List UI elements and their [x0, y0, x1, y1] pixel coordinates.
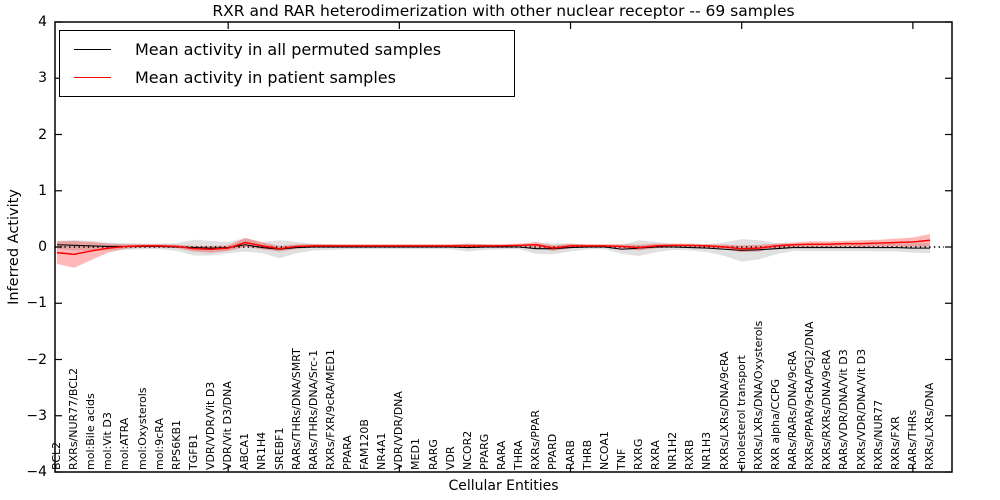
y-tick-label: 3: [38, 70, 47, 87]
x-tick-label: RXRs/RXRs/DNA/9cRA: [820, 349, 834, 470]
x-tick-label: RXRs/FXR: [888, 416, 902, 470]
x-tick-label: RXRs/FXR/9cRA/MED1: [323, 349, 337, 470]
x-tick-label: RXRs/NUR77: [871, 399, 885, 470]
x-tick-label: cholesterol transport: [734, 355, 748, 470]
legend: Mean activity in all permuted samples Me…: [59, 30, 515, 97]
legend-entry-patient: Mean activity in patient samples: [60, 68, 514, 87]
chart-title: RXR and RAR heterodimerization with othe…: [212, 2, 795, 20]
x-tick-label: mol:Bile acids: [84, 393, 98, 470]
x-tick-label: VDR/VDR/DNA: [392, 391, 406, 470]
x-tick-label: SREBF1: [272, 427, 286, 470]
x-tick-label: RXRB: [683, 439, 697, 470]
x-tick-label: RXRs/PPAR: [529, 410, 543, 470]
x-tick-label: TGFB1: [186, 433, 200, 470]
x-tick-label: RXRG: [632, 438, 645, 470]
legend-line-permuted-icon: [74, 49, 111, 51]
x-tick-label: NR1H4: [255, 431, 269, 470]
line-patient: [56, 239, 931, 256]
x-tick-label: THRB: [580, 439, 594, 470]
x-tick-label: RARs/THRs/DNA/Src-1: [306, 349, 320, 470]
legend-line-patient-icon: [74, 76, 111, 78]
x-tick-label: NR1H3: [700, 431, 714, 470]
x-tick-label: VDR/Vit D3/DNA: [221, 381, 235, 470]
y-tick-label: −4: [26, 464, 47, 480]
x-tick-label: RARs/THRs/DNA/SMRT: [289, 348, 303, 470]
x-tick-label: PPARG: [477, 433, 491, 470]
x-axis-label: Cellular Entities: [448, 478, 559, 494]
y-tick-label: 1: [38, 182, 47, 199]
y-tick-label: −2: [26, 351, 47, 368]
legend-label-patient: Mean activity in patient samples: [135, 67, 396, 87]
band-permuted: [57, 238, 930, 262]
y-tick-label: 0: [38, 239, 47, 255]
x-tick-label: TNF: [614, 448, 628, 470]
y-tick-label: 2: [38, 126, 47, 143]
x-tick-label: PPARA: [341, 435, 354, 470]
x-tick-label: NR1H2: [666, 431, 680, 470]
y-tick-label: −3: [26, 407, 47, 424]
x-tick-label: THRA: [512, 440, 526, 470]
x-tick-label: mol:Vit D3: [101, 412, 115, 470]
band-patient: [57, 234, 930, 268]
x-tick-label: MED1: [409, 438, 423, 470]
x-tick-label: RARs/RARs/DNA/9cRA: [786, 350, 800, 470]
x-tick-label: mol:ATRA: [118, 417, 132, 470]
x-tick-label: VDR/VDR/Vit D3: [204, 381, 218, 470]
legend-label-permuted: Mean activity in all permuted samples: [135, 40, 442, 60]
x-tick-label: RARB: [563, 440, 577, 470]
x-tick-label: RPS6KB1: [169, 419, 183, 470]
x-tick-label: NCOA1: [597, 431, 611, 470]
y-tick-label: 4: [38, 14, 47, 30]
x-tick-label: mol:Oxysterols: [135, 387, 149, 471]
y-tick-label: −1: [26, 295, 47, 312]
x-tick-label: BCL2: [50, 441, 63, 470]
x-tick-label: RXRs/VDR/DNA/Vit D3: [854, 348, 868, 470]
x-tick-label: RXRs/LXRs/DNA: [923, 382, 936, 470]
x-tick-label: RXRs/LXRs/DNA/9cRA: [717, 351, 731, 470]
x-tick-label: RARs/VDR/DNA/Vit D3: [837, 349, 851, 470]
x-tick-label: RARA: [495, 440, 509, 470]
x-tick-label: mol:9cRA: [152, 418, 166, 470]
x-tick-label: RXRs/LXRs/DNA/Oxysterols: [751, 320, 765, 470]
x-tick-label: RXRs/NUR77/BCL2: [67, 367, 81, 470]
legend-entry-permuted: Mean activity in all permuted samples: [60, 40, 514, 59]
x-tick-label: ABCA1: [238, 432, 252, 470]
line-permuted: [56, 244, 930, 251]
x-tick-label: PPARD: [546, 433, 560, 470]
x-tick-label: RARG: [426, 439, 440, 470]
x-tick-label: VDR: [443, 446, 457, 470]
x-tick-label: RXR alpha/CCPG: [768, 378, 782, 470]
x-tick-label: NCOR2: [460, 430, 474, 470]
x-tick-label: NR4A1: [375, 432, 389, 470]
x-tick-label: RARs/THRs: [905, 409, 919, 470]
x-tick-label: RXRs/PPAR/9cRA/PGJ2/DNA: [803, 321, 817, 471]
x-tick-label: RXRA: [649, 440, 663, 470]
x-tick-label: FAM120B: [358, 419, 372, 470]
